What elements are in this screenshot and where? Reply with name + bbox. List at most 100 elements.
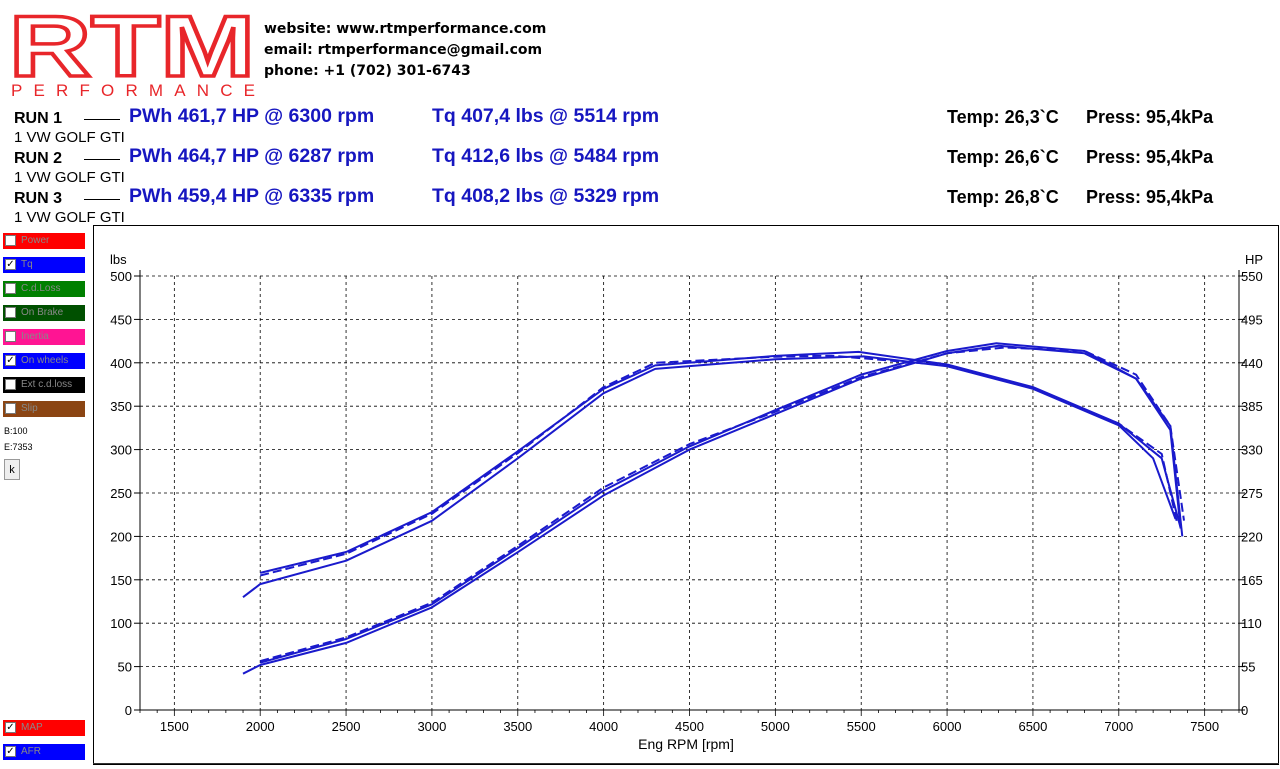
x-tick-label: 5500 [847, 719, 876, 734]
x-tick-label: 3000 [417, 719, 446, 734]
series-line-run-3-pwh [259, 346, 1185, 663]
legend-toggle-afr[interactable]: ✓ AFR [3, 744, 85, 760]
y-tick-label-left: 400 [110, 356, 132, 371]
checkbox[interactable] [5, 307, 16, 318]
y-tick-label-right: 0 [1241, 703, 1248, 718]
y-tick-label-left: 300 [110, 443, 132, 458]
legend-label: Tq [21, 259, 33, 270]
legend-toggle-ext-c-d-loss[interactable]: Ext c.d.loss [3, 377, 85, 393]
x-tick-label: 6000 [933, 719, 962, 734]
legend-toggle-tq[interactable]: ✓ Tq [3, 257, 85, 273]
y-tick-label-left: 50 [118, 660, 132, 675]
x-tick-label: 2500 [332, 719, 361, 734]
logo-main-text: RTM [9, 6, 255, 95]
checkbox[interactable]: ✓ [5, 722, 16, 733]
series-lines [242, 342, 1185, 675]
run-peak-torque: Tq 407,4 lbs @ 5514 rpm [432, 105, 660, 127]
y-tick-label-right: 495 [1241, 312, 1263, 327]
run-peak-power: PWh 464,7 HP @ 6287 rpm [129, 145, 375, 167]
grid [134, 270, 1245, 716]
y-tick-label-right: 165 [1241, 573, 1263, 588]
y-tick-label-left: 200 [110, 529, 132, 544]
run-pressure: Press: 95,4kPa [1086, 187, 1214, 207]
legend-toggle-c-d-loss[interactable]: C.d.Loss [3, 281, 85, 297]
legend-toggle-on-wheels[interactable]: ✓ On wheels [3, 353, 85, 369]
checkbox[interactable] [5, 403, 16, 414]
y-tick-label-right: 110 [1241, 616, 1262, 631]
y-tick-label-right: 55 [1241, 660, 1255, 675]
legend-label: C.d.Loss [21, 283, 61, 294]
y-tick-label-left: 0 [125, 703, 132, 718]
x-tick-label: 1500 [160, 719, 189, 734]
x-tick-label: 7500 [1190, 719, 1219, 734]
run-line-sample [84, 199, 120, 200]
side-e-value: E:7353 [4, 442, 33, 452]
y-tick-label-right: 550 [1241, 269, 1263, 284]
checkbox[interactable] [5, 235, 16, 246]
run-car: 1 VW GOLF GTI [14, 169, 125, 186]
legend-label: Ext c.d.loss [21, 379, 73, 390]
run-peak-power: PWh 461,7 HP @ 6300 rpm [129, 105, 375, 127]
checkbox[interactable] [5, 283, 16, 294]
y-tick-label-left: 150 [110, 573, 132, 588]
checkbox[interactable]: ✓ [5, 746, 16, 757]
legend-toggle-on-brake[interactable]: On Brake [3, 305, 85, 321]
run-summary: RUN 1 1 VW GOLF GTI PWh 461,7 HP @ 6300 … [0, 105, 1280, 150]
legend-toggle-power[interactable]: Power [3, 233, 85, 249]
run-car: 1 VW GOLF GTI [14, 209, 125, 226]
checkbox[interactable] [5, 331, 16, 342]
legend-label: AFR [21, 746, 41, 757]
run-pressure: Press: 95,4kPa [1086, 107, 1214, 127]
legend-label: Slip [21, 403, 38, 414]
y-tick-label-right: 385 [1241, 399, 1263, 414]
chart-frame [93, 225, 1279, 765]
rtm-logo: RTM PERFORMANCE [7, 6, 257, 98]
legend-toggle-slip[interactable]: Slip [3, 401, 85, 417]
legend-label: MAP [21, 722, 43, 733]
legend-label: On Brake [21, 307, 64, 318]
y-tick-label-right: 220 [1241, 529, 1263, 544]
run-temperature: Temp: 26,8`C [947, 187, 1059, 207]
series-line-run-1-tq [242, 355, 1177, 598]
run-car: 1 VW GOLF GTI [14, 129, 125, 146]
y-tick-label-left: 250 [110, 486, 132, 501]
legend-label: Inertia [21, 331, 49, 342]
x-tick-label: 7000 [1104, 719, 1133, 734]
bottom-divider [93, 763, 1279, 769]
y-tick-label-right: 440 [1241, 356, 1263, 371]
legend-toggle-map[interactable]: ✓ MAP [3, 720, 85, 736]
run-peak-torque: Tq 412,6 lbs @ 5484 rpm [432, 145, 660, 167]
x-tick-label: 2000 [246, 719, 275, 734]
run-line-sample [84, 119, 120, 120]
series-line-run-2-tq [259, 350, 1182, 574]
y-tick-label-right: 330 [1241, 443, 1263, 458]
email-text: email: rtmperformance@gmail.com [264, 42, 543, 58]
tick-labels: 1500 2000 2500 3000 3500 4000 4500 5000 5500 6000… [110, 269, 1262, 734]
legend-label: Power [21, 235, 50, 246]
y-axis-left-label: lbs [110, 252, 127, 267]
run-summary: RUN 3 1 VW GOLF GTI PWh 459,4 HP @ 6335 … [0, 185, 1280, 230]
run-summary: RUN 2 1 VW GOLF GTI PWh 464,7 HP @ 6287 … [0, 145, 1280, 190]
run-peak-torque: Tq 408,2 lbs @ 5329 rpm [432, 185, 660, 207]
run-temperature: Temp: 26,6`C [947, 147, 1059, 167]
y-tick-label-left: 350 [110, 399, 132, 414]
x-tick-label: 5000 [761, 719, 790, 734]
series-line-run-2-pwh [259, 342, 1182, 664]
legend-toggle-inertia[interactable]: Inertia [3, 329, 85, 345]
x-tick-label: 4000 [589, 719, 618, 734]
x-tick-label: 6500 [1018, 719, 1047, 734]
side-b-value: B:100 [4, 426, 28, 436]
checkbox[interactable] [5, 379, 16, 390]
run-name: RUN 3 [14, 190, 63, 207]
y-tick-label-right: 275 [1241, 486, 1263, 501]
checkbox[interactable]: ✓ [5, 259, 16, 270]
x-axis-label: Eng RPM [rpm] [638, 736, 734, 752]
run-peak-power: PWh 459,4 HP @ 6335 rpm [129, 185, 375, 207]
checkbox[interactable]: ✓ [5, 355, 16, 366]
series-line-run-3-tq [259, 354, 1179, 577]
y-tick-label-left: 500 [110, 269, 132, 284]
legend-label: On wheels [21, 355, 69, 366]
k-button[interactable]: k [4, 459, 20, 480]
run-line-sample [84, 159, 120, 160]
run-pressure: Press: 95,4kPa [1086, 147, 1214, 167]
